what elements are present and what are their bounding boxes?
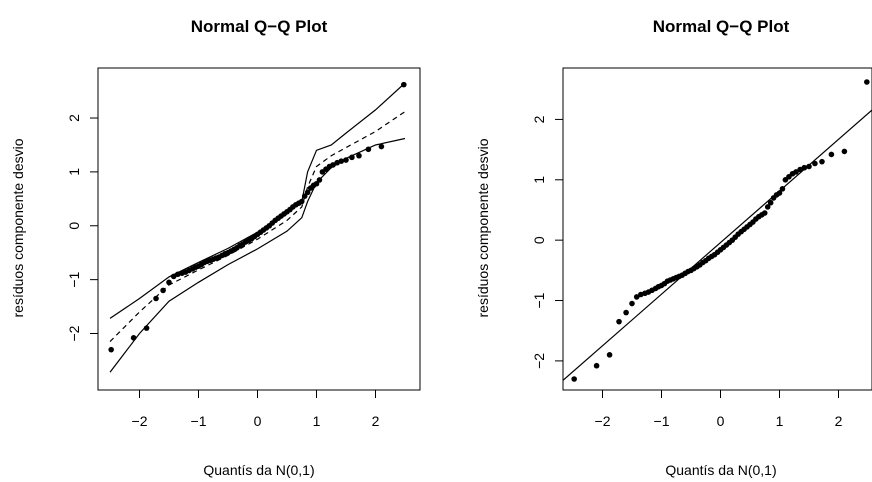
envelope-mean bbox=[109, 111, 406, 343]
data-point bbox=[166, 279, 172, 286]
data-point bbox=[343, 157, 349, 163]
plot-box bbox=[562, 67, 872, 391]
data-point bbox=[349, 154, 355, 161]
data-point bbox=[819, 158, 825, 165]
y-tick-label: 1 bbox=[66, 168, 82, 176]
data-point bbox=[767, 199, 774, 206]
data-point bbox=[828, 151, 835, 158]
y-axis-label: resíduos componente desvio bbox=[10, 138, 26, 317]
data-point bbox=[623, 309, 629, 316]
plot-box bbox=[97, 67, 421, 391]
chart-title: Normal Q−Q Plot bbox=[191, 17, 328, 36]
data-point bbox=[356, 152, 362, 159]
y-tick-label: −1 bbox=[66, 271, 82, 287]
data-point bbox=[864, 79, 870, 85]
data-point bbox=[143, 325, 150, 331]
x-tick-label: 0 bbox=[717, 413, 725, 429]
data-point bbox=[130, 335, 137, 341]
reference-line bbox=[563, 109, 872, 382]
data-point bbox=[365, 146, 372, 153]
x-axis: −2 −1 0 1 2 bbox=[595, 390, 843, 429]
data-point bbox=[629, 300, 635, 307]
data-point bbox=[761, 210, 768, 216]
y-tick-label: 2 bbox=[531, 115, 547, 123]
data-point bbox=[812, 160, 818, 167]
y-axis: −2 −1 0 1 2 bbox=[66, 114, 98, 341]
data-point bbox=[806, 163, 812, 170]
x-axis-label: Quantís da N(0,1) bbox=[665, 462, 776, 478]
x-tick-label: −2 bbox=[595, 413, 611, 429]
x-tick-label: 2 bbox=[372, 413, 380, 429]
x-tick-label: 1 bbox=[776, 413, 784, 429]
data-point bbox=[593, 362, 600, 369]
data-point bbox=[841, 148, 848, 155]
x-axis-label: Quantís da N(0,1) bbox=[203, 462, 314, 478]
data-point bbox=[170, 273, 177, 280]
x-tick-label: −1 bbox=[654, 413, 670, 429]
data-point bbox=[338, 158, 345, 164]
data-point bbox=[316, 177, 323, 183]
data-point bbox=[793, 169, 799, 175]
data-point bbox=[298, 198, 305, 205]
x-tick-label: 2 bbox=[835, 413, 843, 429]
envelope-upper bbox=[109, 82, 406, 319]
data-point bbox=[606, 352, 613, 358]
x-tick-label: −1 bbox=[191, 413, 207, 429]
x-tick-label: 1 bbox=[313, 413, 321, 429]
y-axis: −2 −1 0 1 2 bbox=[531, 115, 563, 369]
y-tick-label: 0 bbox=[66, 222, 82, 230]
data-point bbox=[160, 287, 166, 294]
data-point bbox=[301, 193, 308, 199]
x-tick-label: −2 bbox=[132, 413, 148, 429]
data-point bbox=[633, 294, 640, 300]
y-tick-label: −2 bbox=[531, 353, 547, 369]
data-point bbox=[378, 143, 385, 150]
data-point bbox=[776, 190, 783, 196]
y-tick-label: 2 bbox=[66, 114, 82, 122]
y-tick-label: −2 bbox=[66, 325, 82, 341]
data-point bbox=[764, 204, 771, 210]
data-point bbox=[616, 318, 622, 325]
y-tick-label: 1 bbox=[531, 176, 547, 184]
chart-title: Normal Q−Q Plot bbox=[653, 17, 790, 36]
data-point bbox=[330, 162, 336, 168]
envelope-lower bbox=[109, 137, 406, 373]
data-point bbox=[304, 189, 311, 196]
data-point bbox=[779, 186, 786, 192]
data-point bbox=[313, 180, 320, 187]
x-axis: −2 −1 0 1 2 bbox=[132, 390, 380, 429]
data-point bbox=[153, 295, 159, 302]
y-axis-label: resíduos componente desvio bbox=[475, 138, 491, 317]
qq-panel-left: Normal Q−Q Plot Quantís da N(0,1) resídu… bbox=[10, 17, 421, 478]
data-point bbox=[401, 81, 407, 88]
data-point bbox=[108, 346, 114, 353]
x-tick-label: 0 bbox=[254, 413, 262, 429]
plot-area bbox=[108, 81, 407, 373]
plot-area bbox=[563, 79, 872, 382]
y-tick-label: −1 bbox=[531, 292, 547, 308]
data-point bbox=[571, 376, 577, 382]
data-point bbox=[801, 164, 808, 171]
y-tick-label: 0 bbox=[531, 236, 547, 244]
qq-panel-right: Normal Q−Q Plot Quantís da N(0,1) resídu… bbox=[475, 17, 872, 478]
